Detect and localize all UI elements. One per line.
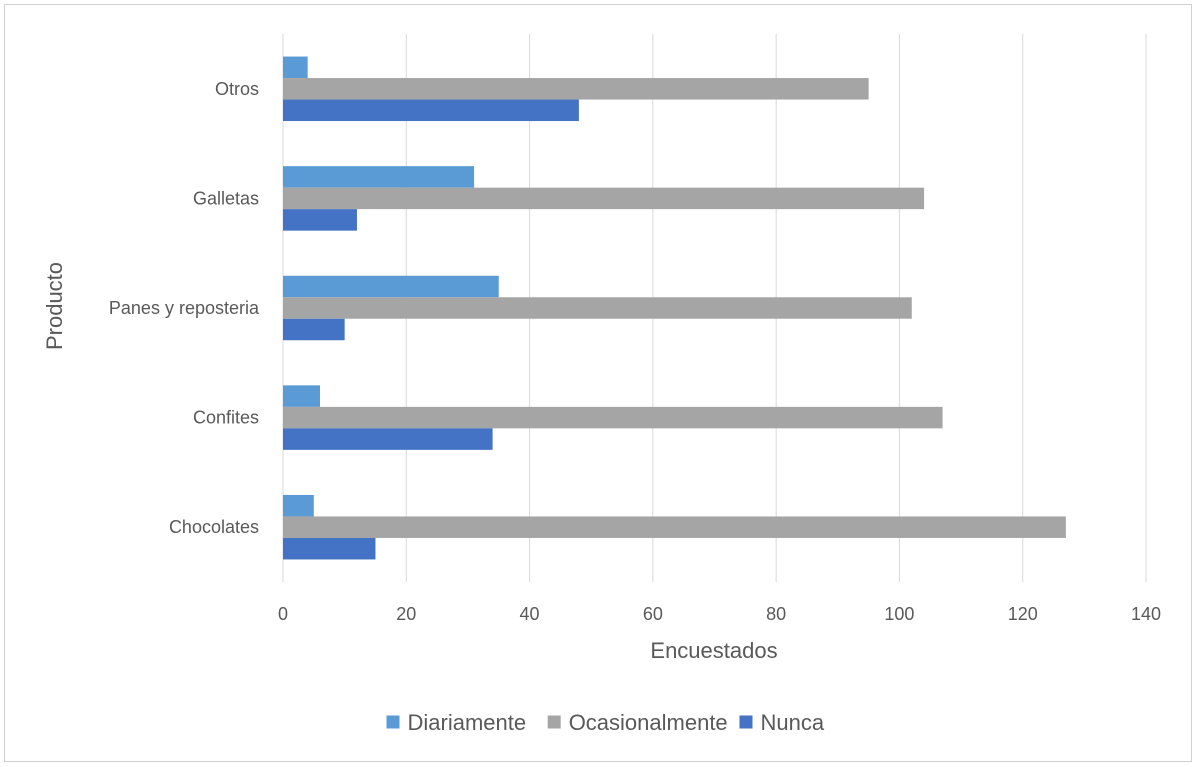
- bar-ocasionalmente-confites: [283, 406, 943, 429]
- x-tick-label: 40: [520, 604, 540, 624]
- y-tick-label: Confites: [193, 408, 259, 428]
- x-tick-labels: 0 20 40 60 80 100 120 140: [278, 604, 1161, 624]
- bar-diariamente-otros: [283, 56, 308, 79]
- x-tick-label: 140: [1131, 604, 1161, 624]
- y-tick-label: Galletas: [193, 188, 259, 208]
- bar-diariamente-galletas: [283, 166, 475, 188]
- bar-nunca-otros: [283, 99, 579, 122]
- y-tick-labels: Chocolates Confites Panes y reposteria Gall…: [109, 79, 260, 537]
- x-tick-label: 120: [1008, 604, 1038, 624]
- x-tick-label: 100: [884, 604, 914, 624]
- bar-nunca-galletas: [283, 209, 357, 231]
- y-tick-label: Chocolates: [169, 517, 259, 537]
- bar-nunca-chocolates: [283, 537, 376, 560]
- bar-nunca-panes-y-reposteria: [283, 318, 345, 341]
- bar-diariamente-chocolates: [283, 494, 314, 517]
- bar-diariamente-panes-y-reposteria: [283, 275, 499, 298]
- y-tick-label: Otros: [215, 79, 259, 99]
- bars: [283, 56, 1066, 560]
- y-axis-title: Producto: [42, 262, 67, 350]
- legend-label: Ocasionalmente: [569, 710, 728, 735]
- x-tick-label: 60: [643, 604, 663, 624]
- legend-swatch: [547, 715, 561, 729]
- legend: Diariamente Ocasionalmente Nunca: [386, 710, 825, 735]
- x-tick-label: 20: [396, 604, 416, 624]
- legend-swatch: [739, 715, 753, 729]
- bar-ocasionalmente-chocolates: [283, 516, 1066, 538]
- bar-ocasionalmente-otros: [283, 78, 869, 100]
- bar-diariamente-confites: [283, 385, 320, 407]
- y-tick-label: Panes y reposteria: [109, 298, 260, 318]
- bar-ocasionalmente-galletas: [283, 187, 925, 210]
- x-axis-title: Encuestados: [650, 638, 777, 663]
- x-tick-label: 0: [278, 604, 288, 624]
- x-tick-label: 80: [766, 604, 786, 624]
- legend-swatch: [386, 715, 400, 729]
- chart-frame: [4, 4, 1192, 762]
- legend-label: Nunca: [761, 710, 825, 735]
- legend-label: Diariamente: [408, 710, 527, 735]
- bar-ocasionalmente-panes-y-reposteria: [283, 297, 912, 319]
- bar-nunca-confites: [283, 428, 493, 450]
